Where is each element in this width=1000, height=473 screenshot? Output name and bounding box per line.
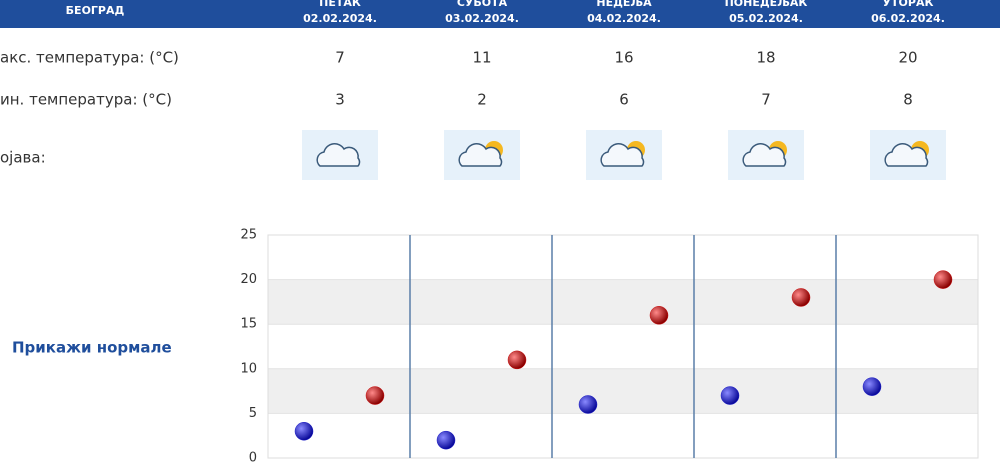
y-tick-label: 0 [249,451,257,466]
grid-band [268,368,978,414]
weather-icon [870,130,946,180]
temp-point [578,395,598,414]
temp-point [436,430,456,450]
cloud [600,143,645,167]
y-tick-label: 5 [249,406,257,421]
y-tick-label: 10 [240,361,257,376]
y-tick-label: 15 [240,317,257,332]
city: БЕОГРАД [66,4,125,17]
day-name: УТОРАК [883,0,934,9]
y-tick-label: 20 [240,272,257,287]
min-temp: 6 [619,91,629,109]
plot-border [267,234,979,459]
temp-point [720,386,740,405]
temp-point [507,350,527,370]
cloud [316,143,361,167]
max-temp: 16 [614,49,633,67]
max-temp: 7 [335,49,345,67]
temp-point [649,306,669,325]
day-date: 04.02.2024. [587,12,661,25]
weather-icon [302,130,378,180]
day-date: 06.02.2024. [871,12,945,25]
row-label: акс. температура: (°C) [0,49,179,67]
max-temp: 20 [898,49,917,67]
day-name: ПОНЕДЕЉАК [725,0,808,9]
grid-band [268,279,978,325]
day-date: 05.02.2024. [729,12,803,25]
min-temp: 7 [761,91,771,109]
day-name: СУБОТА [457,0,508,9]
cloud [742,143,787,167]
day-name: НЕДЕЉА [596,0,652,9]
temp-point [791,288,811,307]
min-temp: 2 [477,91,487,109]
weather-icon [444,130,520,180]
cloud [884,143,929,167]
max-temp: 18 [756,49,775,67]
temp-point [294,421,314,441]
max-temp: 11 [472,49,491,67]
show-normals-link[interactable]: Прикажи нормале [12,339,172,357]
day-name: ПЕТАК [319,0,361,9]
day-date: 02.02.2024. [303,12,377,25]
header-bar [0,0,1000,28]
y-tick-label: 25 [240,228,257,243]
temp-point [365,386,385,405]
row-label: ојава: [0,149,46,167]
temp-point [933,270,953,289]
temp-point [862,377,882,396]
weather-icon [586,130,662,180]
day-date: 03.02.2024. [445,12,519,25]
row-label: ин. температура: (°C) [0,91,172,109]
cloud [458,143,503,167]
min-temp: 8 [903,91,913,109]
weather-icon [728,130,804,180]
min-temp: 3 [335,91,345,109]
